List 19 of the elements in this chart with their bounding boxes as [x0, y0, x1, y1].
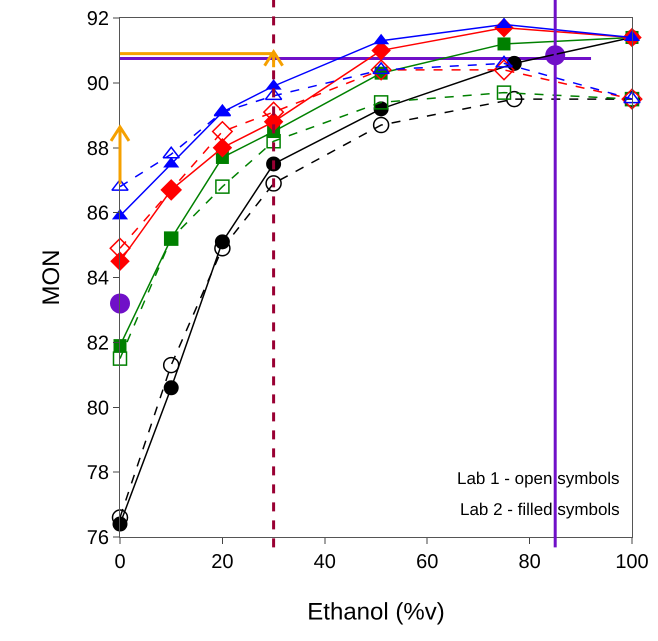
y-tick-label: 88	[86, 138, 109, 160]
annotation: Lab 2 - filled symbols	[460, 500, 620, 519]
x-tick-label: 60	[416, 551, 438, 573]
y-tick-label: 84	[86, 268, 109, 290]
x-tick-label: 20	[211, 551, 234, 573]
y-tick-label: 82	[86, 332, 109, 354]
x-axis-title: Ethanol (%v)	[307, 598, 445, 626]
x-tick-label: 40	[314, 551, 336, 573]
y-tick-label: 86	[86, 202, 109, 225]
y-tick-label: 78	[86, 462, 109, 484]
y-tick-label: 92	[86, 8, 109, 30]
x-tick-label: 100	[615, 551, 649, 573]
annotation: Lab 1 - open symbols	[457, 469, 620, 488]
x-tick-label: 80	[518, 551, 541, 573]
y-tick-label: 90	[86, 72, 109, 95]
y-axis-title: MON	[38, 250, 65, 306]
y-tick-label: 76	[86, 527, 109, 549]
y-tick-label: 80	[86, 397, 109, 420]
x-tick-label: 0	[114, 551, 126, 573]
